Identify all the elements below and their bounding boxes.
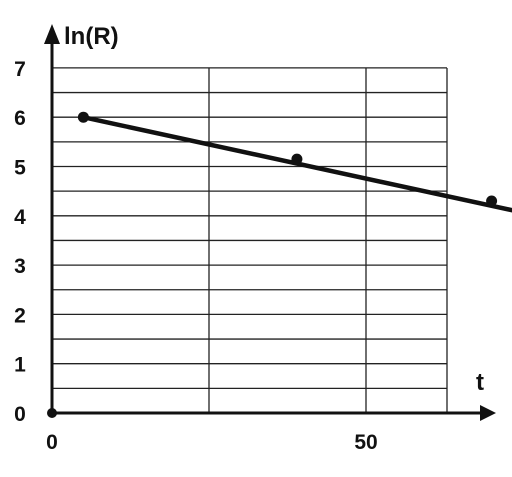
- data-point: [486, 195, 498, 207]
- y-tick-label: 7: [14, 58, 26, 81]
- y-tick-label: 1: [14, 354, 26, 377]
- x-tick-label: 0: [46, 431, 58, 454]
- y-tick-label: 3: [14, 255, 26, 278]
- axes: [44, 24, 496, 421]
- data-point: [77, 111, 89, 123]
- y-tick-label: 4: [14, 206, 26, 229]
- tick-labels: 01234567050100150200250: [14, 58, 378, 454]
- y-axis-label: ln(R): [64, 23, 119, 50]
- y-tick-label: 2: [14, 304, 26, 327]
- grid: [51, 67, 448, 413]
- y-tick-label: 0: [14, 403, 26, 426]
- best-fit-line: [81, 114, 512, 213]
- data-point: [291, 153, 303, 165]
- data-marks: [47, 111, 512, 418]
- y-tick-label: 5: [14, 157, 26, 180]
- x-axis-arrow-icon: [480, 405, 496, 421]
- y-axis-arrow-icon: [44, 24, 60, 44]
- y-tick-label: 6: [14, 107, 26, 130]
- origin-dot: [47, 408, 57, 418]
- x-axis-label: t: [476, 369, 484, 396]
- x-tick-label: 50: [354, 431, 377, 454]
